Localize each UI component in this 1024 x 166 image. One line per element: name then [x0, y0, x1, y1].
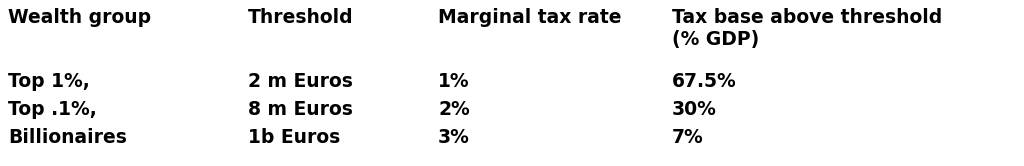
Text: Marginal tax rate: Marginal tax rate	[438, 8, 622, 27]
Text: 1%: 1%	[438, 72, 470, 91]
Text: Tax base above threshold: Tax base above threshold	[672, 8, 942, 27]
Text: Wealth group: Wealth group	[8, 8, 152, 27]
Text: Billionaires: Billionaires	[8, 128, 127, 147]
Text: Threshold: Threshold	[248, 8, 353, 27]
Text: 1b Euros: 1b Euros	[248, 128, 340, 147]
Text: 7%: 7%	[672, 128, 703, 147]
Text: Top 1%,: Top 1%,	[8, 72, 90, 91]
Text: 2 m Euros: 2 m Euros	[248, 72, 353, 91]
Text: 30%: 30%	[672, 100, 717, 119]
Text: 8 m Euros: 8 m Euros	[248, 100, 353, 119]
Text: 67.5%: 67.5%	[672, 72, 736, 91]
Text: 3%: 3%	[438, 128, 470, 147]
Text: 2%: 2%	[438, 100, 470, 119]
Text: (% GDP): (% GDP)	[672, 30, 759, 49]
Text: Top .1%,: Top .1%,	[8, 100, 96, 119]
